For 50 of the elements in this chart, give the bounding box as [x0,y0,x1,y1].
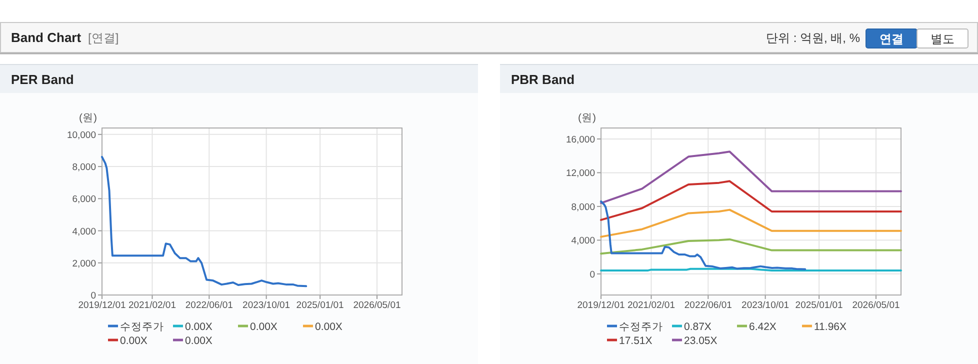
y-tick-label: 0 [90,290,96,302]
x-tick-label: 2026/05/01 [353,300,401,311]
x-tick-label: 2019/12/01 [78,300,126,311]
x-tick-label: 2019/12/01 [577,300,625,311]
y-tick-label: 4,000 [72,226,96,238]
line-series [600,180,902,221]
legend-label: 23.05X [684,335,718,347]
y-tick-label: 8,000 [72,162,96,174]
y-tick-label: 0 [590,269,595,280]
line-series [600,208,902,238]
chart-title: PER Band [11,72,74,87]
x-tick-label: 2022/06/01 [684,300,732,311]
legend-label: 0.00X [250,321,278,333]
text: [연결] [88,31,119,45]
legend-label: 0.00X [185,321,212,333]
y-tick-label: 8,000 [571,202,595,213]
x-tick-label: 2025/01/01 [296,300,344,311]
y-tick-label: 16,000 [566,134,595,146]
line-series [600,200,806,270]
legend-label: 0.00X [120,335,148,347]
x-tick-label: 2021/02/01 [627,300,676,311]
legend-label: 0.87X [684,321,712,333]
chart-title: PBR Band [511,72,575,87]
x-tick-label: 2023/10/01 [242,300,290,311]
legend-label: 11.96X [814,321,846,333]
x-tick-label: 2025/01/01 [795,300,843,311]
legend-label: 6.42X [749,321,776,333]
x-tick-label: 2023/10/01 [742,300,790,311]
text: 연결 [880,32,904,46]
line-series [600,150,902,204]
x-tick-label: 2022/06/01 [185,300,233,311]
y-tick-label: 4,000 [571,236,595,247]
x-tick-label: 2026/05/01 [852,300,900,311]
text: 별도 [930,32,954,46]
x-tick-label: 2021/02/01 [128,300,176,311]
legend-label: 17.51X [619,335,652,347]
y-axis-title: (원) [578,112,596,124]
legend-label: 수정주가 [120,321,164,333]
y-tick-label: 12,000 [566,168,595,180]
text: Band Chart [11,30,82,45]
line-series [101,156,308,288]
y-tick-label: 10,000 [66,130,96,141]
legend-label: 수정주가 [619,321,663,333]
text: 단위 : 억원, 배, % [766,31,860,45]
line-series [600,238,902,255]
y-tick-label: 2,000 [72,258,96,270]
y-tick-label: 6,000 [72,194,96,206]
legend-label: 0.00X [185,335,212,347]
y-axis-title: (원) [79,112,97,124]
legend-label: 0.00X [315,321,342,333]
